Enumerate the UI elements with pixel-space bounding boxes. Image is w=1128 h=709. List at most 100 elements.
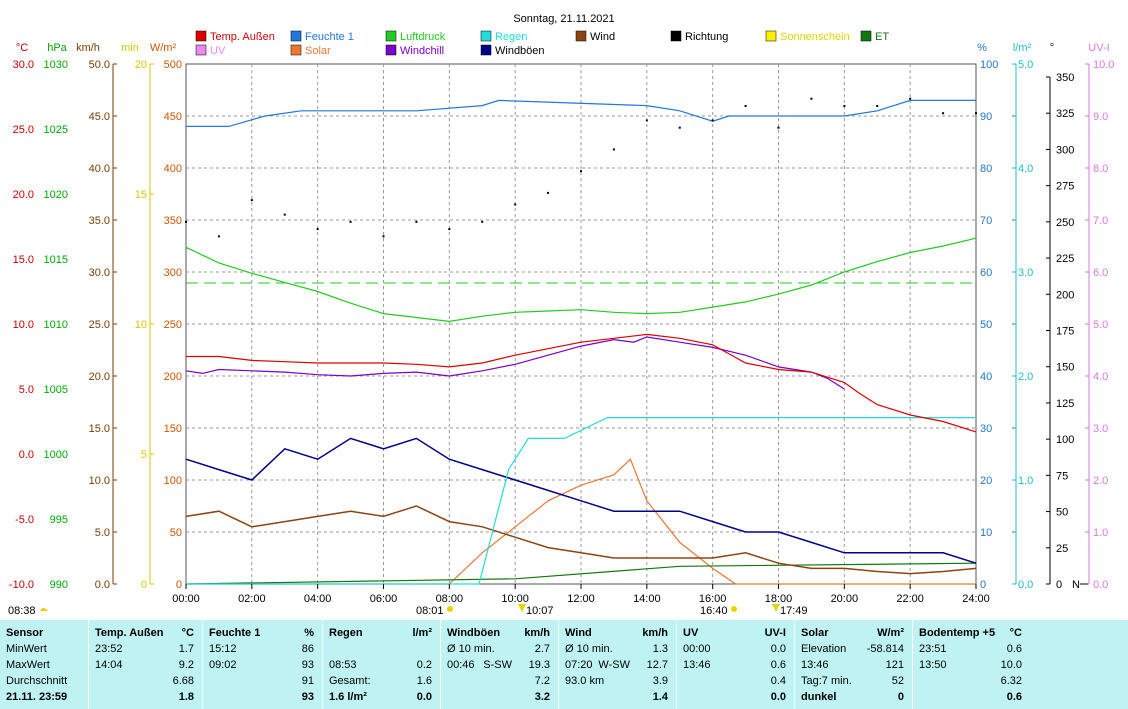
stats-uv-col: UV UV-I 00:00 0.0 13:46 0.6 0.4 0.0	[676, 620, 794, 709]
axis-tick-pct: 80	[980, 163, 992, 175]
axis-tick-wm2: 300	[164, 267, 182, 279]
series-layer	[185, 97, 977, 585]
x-tick-label: 02:00	[238, 593, 266, 605]
axis-tick-temp: 0.0	[19, 449, 34, 461]
stats-soil-value: 6.32	[1000, 675, 1022, 687]
stats-row: 15:12 86	[203, 641, 322, 657]
stats-sensor-col: Sensor MinWert MaxWert Durchschnitt 21.1…	[0, 620, 88, 709]
stats-unit-wind: km/h	[642, 627, 668, 639]
stats-row: Ø 10 min. 2.7	[441, 641, 558, 657]
axis-tick-kmh: 40.0	[89, 163, 110, 175]
axis-unit-uv: UV-I	[1088, 42, 1109, 54]
axis-tick-hpa: 1015	[44, 254, 68, 266]
axis-tick-uv: 9.0	[1093, 111, 1108, 123]
series-point-direction	[942, 112, 945, 115]
series-line-et	[185, 562, 977, 585]
x-tick-label: 22:00	[896, 593, 924, 605]
stats-wind-col: Wind km/h Ø 10 min. 1.3 07:20 W-SW 12.7 93.0 km…	[558, 620, 676, 709]
axis-tick-wm2: 450	[164, 111, 182, 123]
stats-rain-value: 1.6	[416, 675, 432, 687]
series-point-direction	[217, 235, 220, 238]
stats-row: Windböen km/h	[441, 625, 558, 641]
stats-row: 0.0	[677, 689, 794, 705]
legend-label: Windböen	[495, 45, 545, 57]
legend: Temp. Außen Feuchte 1 Luftdruck Regen Wind Ri…	[195, 30, 889, 57]
axis-tick-uv: 4.0	[1093, 371, 1108, 383]
stats-temp-value: 1.7	[178, 643, 194, 655]
axis-tick-temp: 5.0	[19, 384, 34, 396]
axis-tick-pct: 0	[980, 579, 986, 591]
x-tick-label: 18:00	[765, 593, 793, 605]
axis-tick-temp: -5.0	[15, 514, 34, 526]
time-mark-sunrise: 08:01	[416, 605, 444, 617]
axis-tick-temp: -10.0	[9, 579, 34, 591]
series-point-direction	[612, 148, 615, 151]
axis-tick-hpa: 1025	[44, 124, 68, 136]
axis-tick-wm2: 100	[164, 475, 182, 487]
stats-row: Ø 10 min. 1.3	[559, 641, 676, 657]
series-point-direction	[843, 104, 846, 107]
axis-tick-wm2: 400	[164, 163, 182, 175]
axis-tick-deg: 250	[1056, 217, 1074, 229]
series-point-direction	[349, 220, 352, 223]
stats-row: 13:50 10.0	[913, 657, 1030, 673]
axis-tick-min: 20	[135, 59, 147, 71]
stats-row: Feuchte 1%	[203, 625, 322, 641]
axis-tick-temp: 15.0	[13, 254, 34, 266]
legend-swatch	[385, 44, 397, 56]
x-axis: 00:00 02:00 04:00 06:00 08:00 10:00 12:00 14:00…	[172, 584, 990, 605]
stats-header-sensor: Sensor	[6, 627, 44, 639]
stats-row: 7.2	[441, 673, 558, 689]
series-line-luftdruck	[185, 237, 977, 323]
stats-row: 14:04 9.2	[89, 657, 202, 673]
series-line-regen	[186, 417, 976, 585]
legend-label: UV	[210, 45, 226, 57]
stats-header-soil: Bodentemp +5	[919, 627, 996, 639]
axis-tick-min: 10	[135, 319, 147, 331]
legend-swatch	[670, 30, 682, 42]
series-point-direction	[514, 203, 517, 206]
legend-swatch	[195, 44, 207, 56]
series-point-direction	[744, 104, 747, 107]
legend-label: Regen	[495, 31, 527, 43]
stats-header-gust: Windböen	[447, 627, 501, 639]
axis-tick-uv: 0.0	[1093, 579, 1108, 591]
axis-tick-uv: 6.0	[1093, 267, 1108, 279]
axis-tick-hpa: 1005	[44, 384, 68, 396]
axis-unit-pct: %	[977, 42, 987, 54]
axis-tick-pct: 10	[980, 527, 992, 539]
stats-row: Gesamt: 1.6	[323, 673, 440, 689]
chart-title: Sonntag, 21.11.2021	[513, 13, 614, 25]
stats-rain-time: Gesamt:	[329, 675, 371, 687]
stats-row: Temp. Außen °C	[89, 625, 202, 641]
x-tick-label: 00:00	[172, 593, 200, 605]
legend-label: Luftdruck	[400, 31, 446, 43]
stats-row: 6.68	[89, 673, 202, 689]
stats-hum-value: 93	[301, 691, 314, 703]
stats-gust-time: Ø 10 min.	[447, 643, 495, 655]
stats-row: 91	[203, 673, 322, 689]
stats-gust-dir: S-SW	[483, 659, 512, 671]
axis-tick-lm2: 2.0	[1018, 371, 1033, 383]
stats-row	[323, 641, 440, 657]
axis-tick-kmh: 0.0	[95, 579, 110, 591]
axis-tick-deg: 125	[1056, 398, 1074, 410]
stats-solar-value: 52	[891, 675, 904, 687]
stats-row: 93	[203, 689, 322, 705]
legend-label: Temp. Außen	[210, 31, 275, 43]
axes: °C 30.0 25.0 20.0 15.0 10.0 5.0 0.0 -5.0 -10.0 hPa…	[9, 42, 1115, 591]
stats-humidity-col: Feuchte 1% 15:12 86 09:02 93 91 93	[202, 620, 322, 709]
stats-wind-value: 1.4	[652, 691, 668, 703]
stats-solar-time: Elevation	[801, 643, 847, 655]
axis-tick-lm2: 3.0	[1018, 267, 1033, 279]
x-tick-label: 04:00	[304, 593, 332, 605]
stats-solar-value: -58.814	[866, 643, 904, 655]
series-point-direction	[547, 191, 550, 194]
axis-tick-kmh: 35.0	[89, 215, 110, 227]
series-point-direction	[316, 228, 319, 231]
stats-label-avg: Durchschnitt	[6, 675, 68, 687]
axis-tick-pct: 50	[980, 319, 992, 331]
stats-temp-value: 1.8	[178, 691, 194, 703]
stats-row: 3.2	[441, 689, 558, 705]
stats-panel: Sensor MinWert MaxWert Durchschnitt 21.1…	[0, 620, 1128, 709]
